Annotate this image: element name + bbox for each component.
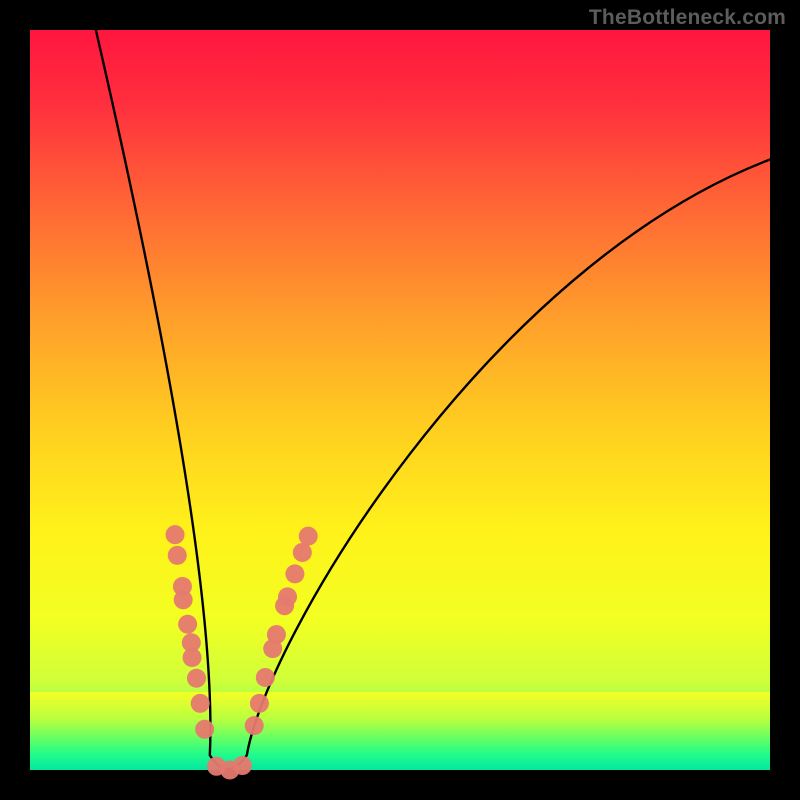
data-point	[174, 590, 193, 609]
bottleneck-curve-chart	[0, 0, 800, 800]
data-point	[256, 668, 275, 687]
data-point	[285, 564, 304, 583]
data-point	[183, 648, 202, 667]
data-point	[187, 669, 206, 688]
data-point	[178, 615, 197, 634]
watermark-label: TheBottleneck.com	[589, 6, 786, 30]
data-point	[166, 525, 185, 544]
data-point	[250, 694, 269, 713]
data-point	[267, 625, 286, 644]
data-point	[191, 694, 210, 713]
plot-background	[30, 30, 770, 770]
data-point	[278, 587, 297, 606]
data-point	[245, 716, 264, 735]
data-point	[293, 543, 312, 562]
green-band	[30, 692, 770, 770]
data-point	[168, 546, 187, 565]
data-point	[195, 720, 214, 739]
data-point	[233, 756, 252, 775]
chart-stage: TheBottleneck.com	[0, 0, 800, 800]
data-point	[299, 527, 318, 546]
